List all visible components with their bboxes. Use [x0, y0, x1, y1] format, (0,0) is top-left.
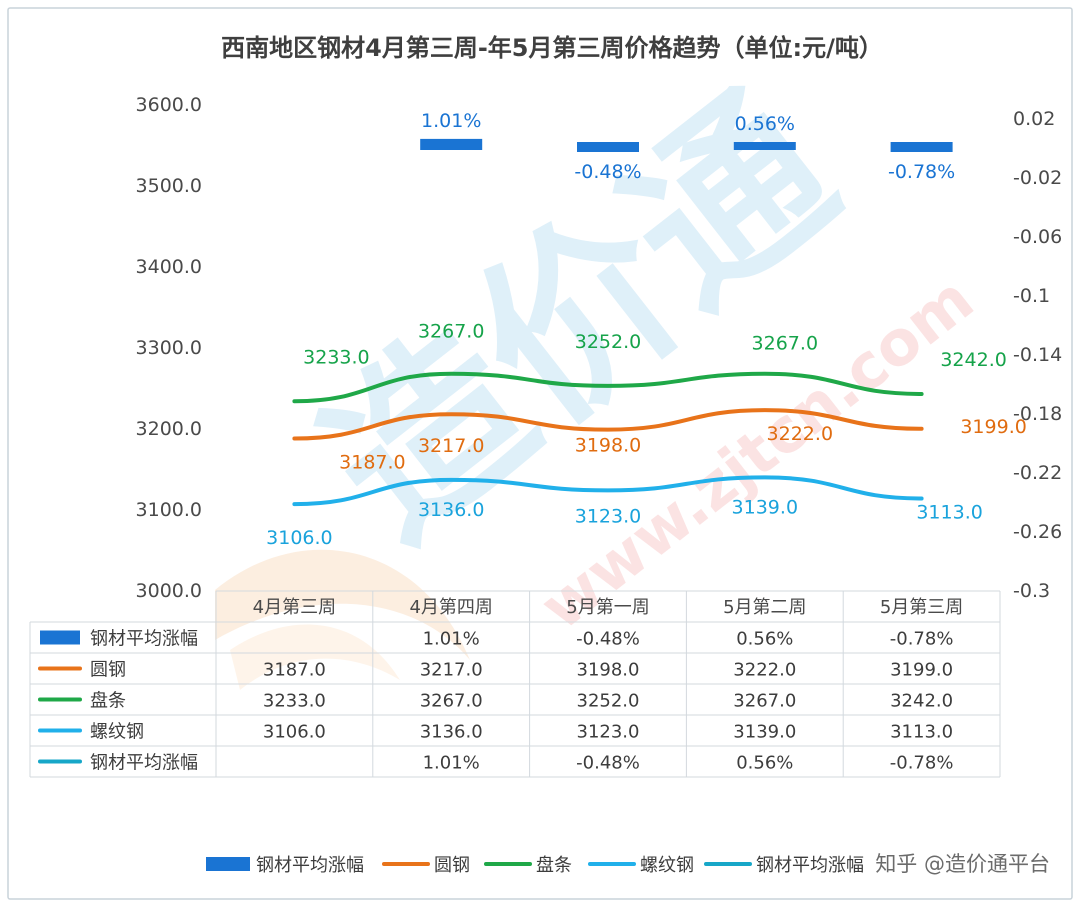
legend: 钢材平均涨幅 圆钢 盘条 螺纹钢 钢材平均涨幅: [206, 855, 864, 876]
table-cell: 3136.0: [420, 722, 483, 743]
left-tick-label: 3600.0: [136, 94, 202, 116]
table-row-label: 盘条: [90, 691, 126, 712]
line-data-label: 3242.0: [940, 349, 1006, 371]
left-tick-label: 3000.0: [136, 580, 202, 602]
table-cell: 3187.0: [263, 660, 326, 681]
table-cell: 1.01%: [423, 629, 480, 650]
line-data-label: 3217.0: [418, 435, 484, 457]
right-tick-label: 0.02: [1013, 108, 1055, 130]
right-tick-label: -0.22: [1013, 462, 1062, 484]
right-tick-label: -0.3: [1013, 580, 1050, 602]
bar-mark: [420, 138, 483, 150]
chart-title: 西南地区钢材4月第三周-年5月第三周价格趋势（单位:元/吨）: [221, 34, 883, 62]
table-cell: -0.48%: [576, 629, 640, 650]
legend-label: 钢材平均涨幅: [256, 855, 364, 876]
right-tick-label: -0.18: [1013, 403, 1062, 425]
table-cell: 3106.0: [263, 722, 326, 743]
series-line-盘条: [292, 371, 924, 404]
legend-swatch: [206, 857, 250, 871]
table-row-label: 圆钢: [90, 660, 126, 681]
line-data-label: 3106.0: [266, 527, 332, 549]
line-data-label: 3198.0: [575, 435, 641, 457]
line-data-label: 3139.0: [732, 496, 798, 518]
table-header-cell: 4月第三周: [253, 597, 336, 618]
line-data-label: 3199.0: [960, 416, 1026, 438]
bar-data-label: 0.56%: [735, 113, 795, 135]
series-line-圆钢: [292, 408, 924, 441]
legend-label: 钢材平均涨幅: [756, 855, 864, 876]
bar-mark: [890, 142, 953, 152]
table-cell: 3198.0: [577, 660, 640, 681]
right-tick-label: -0.26: [1013, 521, 1062, 543]
right-tick-label: -0.02: [1013, 167, 1062, 189]
left-y-axis: 3600.0 3500.0 3400.0 3300.0 3200.0 3100.0 3000…: [136, 94, 202, 602]
table-cell: 3252.0: [577, 691, 640, 712]
table-cell: 3267.0: [420, 691, 483, 712]
left-tick-label: 3400.0: [136, 256, 202, 278]
footer-credit: 知乎 @造价通平台: [875, 852, 1050, 876]
data-labels: 1.01% -0.48% 0.56% -0.78% 3187.0 3217.0 3198.0…: [266, 110, 1027, 549]
table-header-cell: 4月第四周: [409, 597, 492, 618]
legend-label: 圆钢: [434, 855, 470, 876]
table-header-cell: 5月第二周: [723, 597, 806, 618]
table-cell: 3233.0: [263, 691, 326, 712]
table-cell: 3217.0: [420, 660, 483, 681]
bar-data-label: -0.78%: [888, 161, 955, 183]
table-cell: 3123.0: [577, 722, 640, 743]
table-cell: 3222.0: [733, 660, 796, 681]
bar-data-label: -0.48%: [574, 161, 641, 183]
table-row-label: 钢材平均涨幅: [90, 629, 198, 650]
table-cell: 3113.0: [890, 722, 953, 743]
left-tick-label: 3500.0: [136, 175, 202, 197]
table-row-label: 螺纹钢: [90, 722, 144, 743]
table-cell: 3139.0: [733, 722, 796, 743]
legend-label: 螺纹钢: [640, 855, 694, 876]
line-data-label: 3123.0: [575, 505, 641, 527]
left-tick-label: 3300.0: [136, 337, 202, 359]
table-cell: -0.78%: [890, 753, 954, 774]
table-cell: -0.48%: [576, 753, 640, 774]
line-data-label: 3136.0: [418, 499, 484, 521]
left-tick-label: 3200.0: [136, 418, 202, 440]
series-line-螺纹钢: [292, 475, 924, 507]
right-y-axis: 0.02 -0.02 -0.06 -0.1 -0.14 -0.18 -0.22 -0.26 -0…: [1013, 108, 1062, 602]
line-data-label: 3267.0: [418, 321, 484, 343]
right-tick-label: -0.14: [1013, 344, 1062, 366]
bar-series: [420, 138, 953, 152]
table-cell: 0.56%: [736, 629, 793, 650]
table-cell: -0.78%: [890, 629, 954, 650]
bar-mark: [733, 142, 796, 150]
legend-label: 盘条: [536, 855, 572, 876]
bar-mark: [577, 142, 639, 152]
table-header-cell: 5月第三周: [880, 597, 963, 618]
line-data-label: 3187.0: [339, 452, 405, 474]
line-data-label: 3267.0: [752, 333, 818, 355]
right-tick-label: -0.06: [1013, 226, 1062, 248]
line-data-label: 3222.0: [767, 423, 833, 445]
table-cell: 3199.0: [890, 660, 953, 681]
legend-swatch: [40, 630, 80, 645]
line-data-label: 3252.0: [575, 331, 641, 353]
table-cell: 3267.0: [733, 691, 796, 712]
table-row-label: 钢材平均涨幅: [90, 753, 198, 774]
left-tick-label: 3100.0: [136, 499, 202, 521]
table-cell: 3242.0: [890, 691, 953, 712]
line-data-label: 3113.0: [916, 501, 982, 523]
bar-data-label: 1.01%: [421, 110, 481, 132]
line-series: [292, 371, 924, 507]
table-cell: 0.56%: [736, 753, 793, 774]
line-data-label: 3233.0: [303, 346, 369, 368]
right-tick-label: -0.1: [1013, 285, 1050, 307]
chart-frame: [7, 7, 1073, 900]
table-cell: 1.01%: [423, 753, 480, 774]
table-header-cell: 5月第一周: [566, 597, 649, 618]
